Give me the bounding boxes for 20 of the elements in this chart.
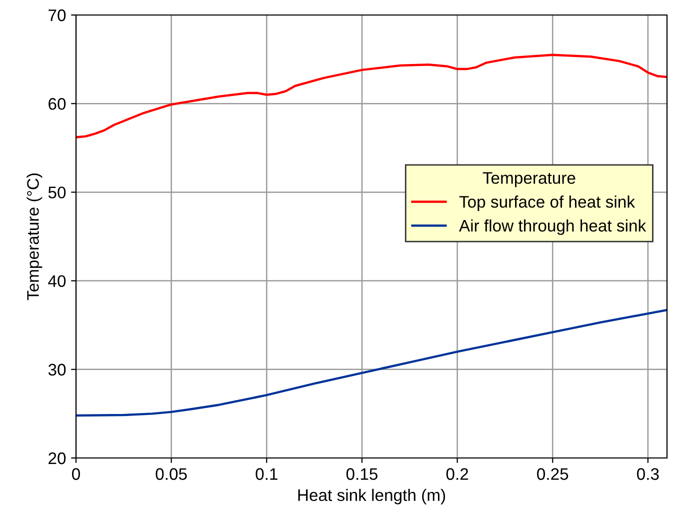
x-tick-label: 0.25	[537, 468, 568, 480]
y-tick-label: 50	[48, 186, 66, 198]
y-tick-label: 40	[48, 275, 66, 288]
legend-label: Air flow through heat sink	[459, 219, 646, 235]
line-series	[76, 54, 667, 138]
y-tick-label: 20	[48, 452, 66, 464]
x-tick-label: 0	[72, 468, 80, 480]
y-tick-label: 70	[48, 9, 66, 22]
y-tick-label: 60	[48, 98, 66, 110]
x-tick-label: 0.3	[637, 468, 659, 480]
y-tick-label: 30	[48, 364, 66, 376]
x-tick-label: 0.15	[346, 468, 378, 480]
line-series	[76, 308, 667, 417]
y-axis-title: Temperature (°C)	[26, 174, 42, 300]
x-axis-title: Heat sink length (m)	[298, 488, 446, 504]
x-tick-label: 0.2	[446, 468, 468, 480]
legend-label: Top surface of heat sink	[459, 196, 636, 212]
x-tick-label: 0.05	[156, 468, 187, 480]
x-tick-label: 0.1	[256, 468, 278, 480]
legend-title: Temperature	[482, 172, 576, 188]
